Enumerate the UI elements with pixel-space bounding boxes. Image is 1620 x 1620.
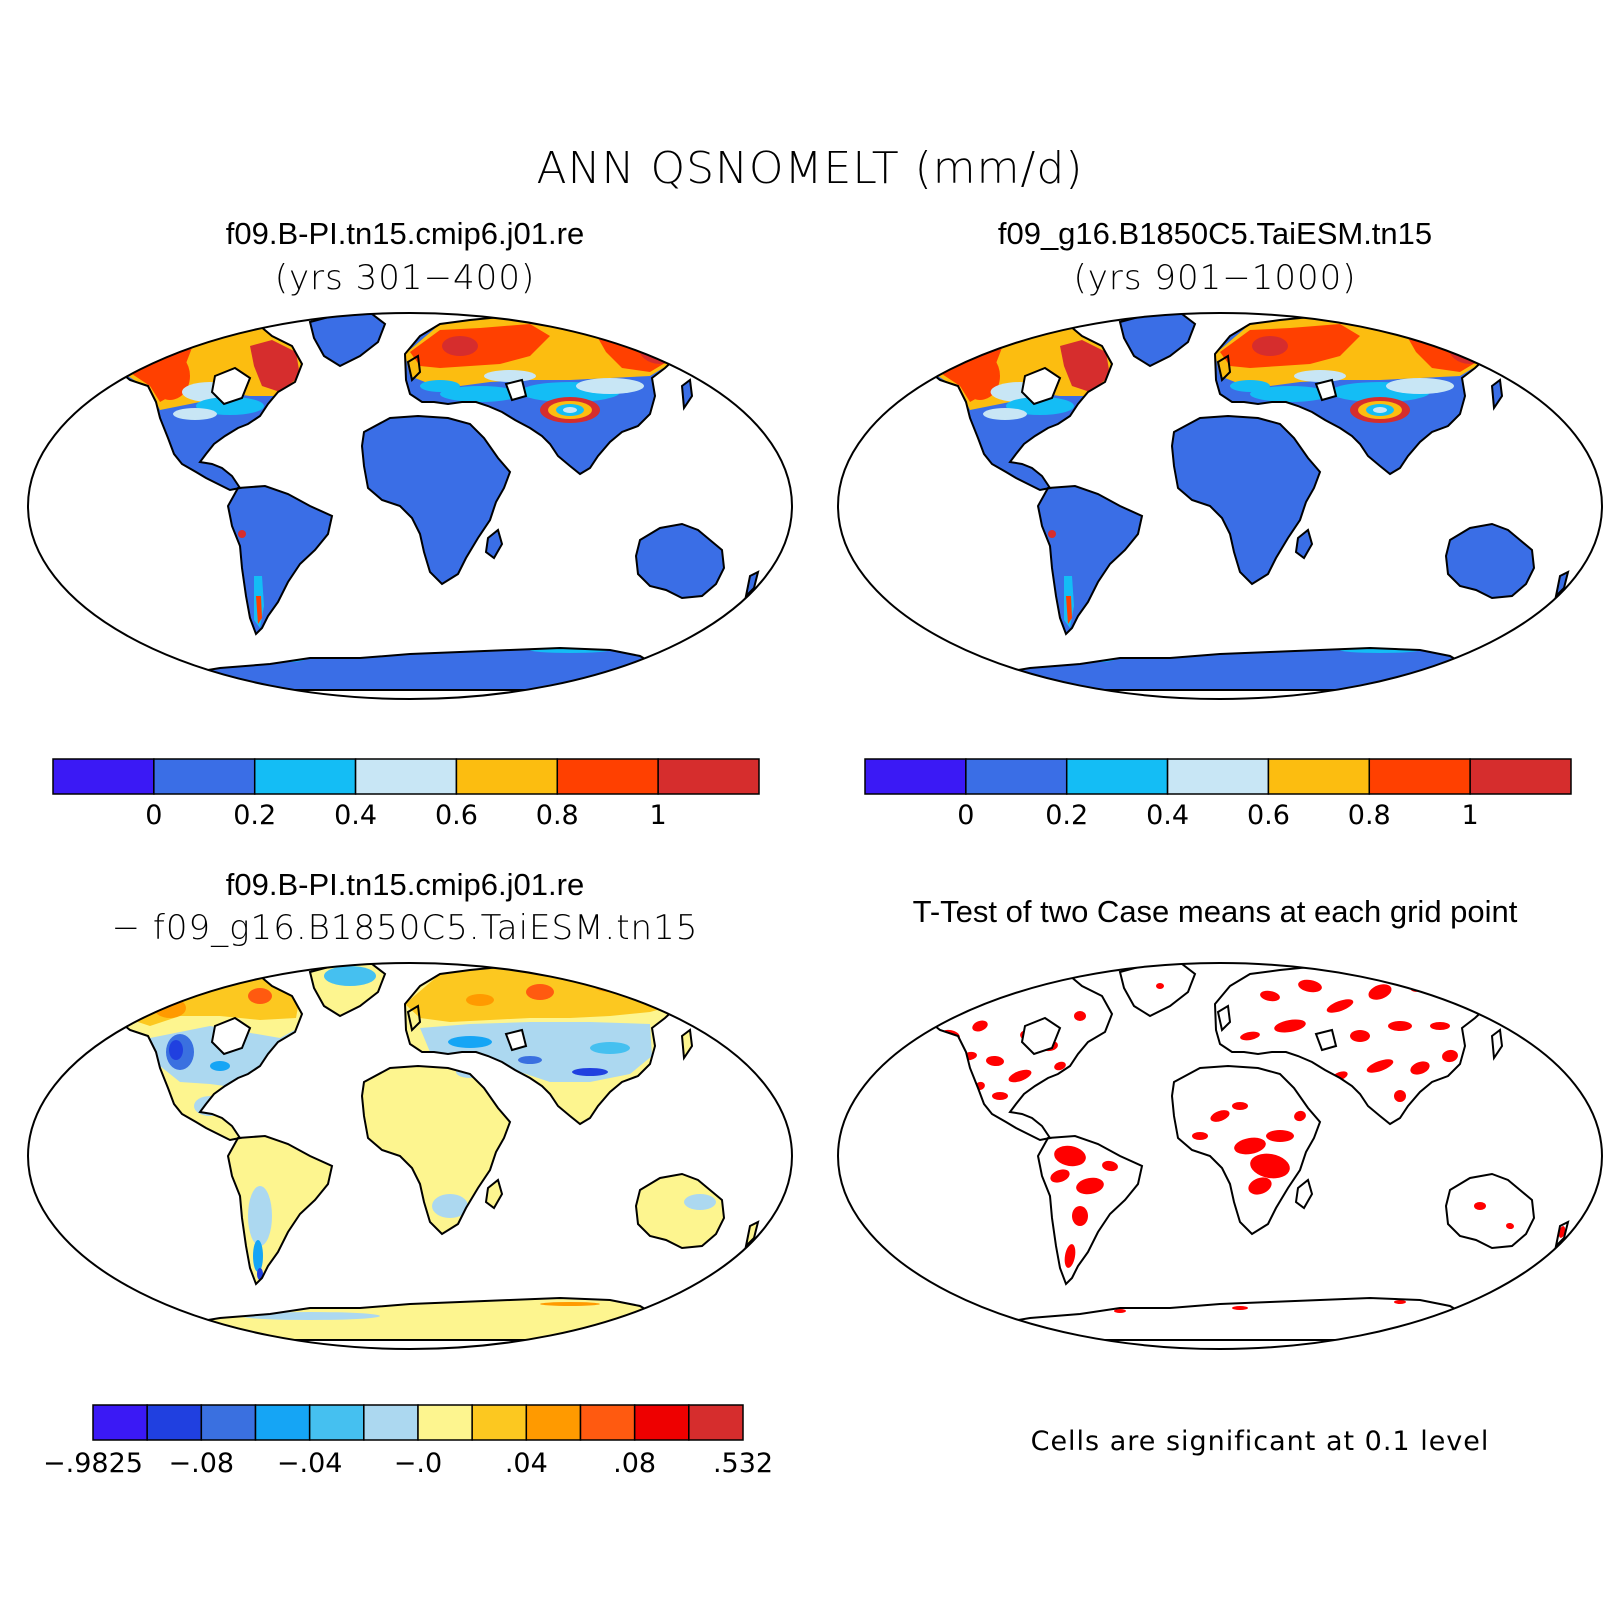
panel-1-colorbar-labels: 0 0.2 0.4 0.6 0.8 1 <box>0 800 810 840</box>
colorbar-box <box>417 1404 473 1441</box>
land-nz <box>746 572 758 596</box>
land-antarctica <box>980 648 1470 690</box>
colorbar-tick-label: 1 <box>649 800 667 831</box>
colorbar-tick-label: −.04 <box>276 1448 343 1479</box>
significance-note: Cells are significant at 0.1 level <box>1030 1426 1490 1457</box>
colorbar-box <box>688 1404 744 1441</box>
land-antarctica <box>170 648 660 690</box>
colorbar-tick-label: .04 <box>504 1448 548 1479</box>
land-japan <box>1492 380 1502 408</box>
panel-2-map <box>837 312 1603 700</box>
land-japan <box>1492 1030 1502 1058</box>
land-africa <box>362 416 510 584</box>
colorbar-tick-label: 0.8 <box>535 800 579 831</box>
colorbar-box <box>1368 758 1471 795</box>
colorbar-box <box>633 1404 690 1441</box>
colorbar-box <box>52 758 155 795</box>
colorbar-box <box>579 1404 636 1441</box>
panel-4-title: T-Test of two Case means at each grid po… <box>912 894 1518 929</box>
colorbar-box <box>1267 758 1371 795</box>
land-africa <box>1172 416 1320 584</box>
colorbar-box <box>354 758 458 795</box>
colorbar-tick-label: 0.8 <box>1347 800 1391 831</box>
colorbar-box <box>308 1404 365 1441</box>
colorbar-box <box>253 758 357 795</box>
land-antarctica <box>980 1298 1470 1340</box>
land-antarctica <box>170 1298 660 1340</box>
land-australia <box>636 1174 724 1248</box>
panel-2-subtitle: (yrs 901−1000) <box>1073 258 1357 298</box>
panel-2-colorbar <box>864 758 1572 795</box>
land-australia <box>1446 524 1534 598</box>
panel-3-colorbar <box>92 1404 744 1441</box>
colorbar-tick-label: 0.4 <box>1146 800 1190 831</box>
colorbar-tick-label: 1 <box>1461 800 1479 831</box>
land-australia <box>636 524 724 598</box>
colorbar-box <box>525 1404 582 1441</box>
panel-1-title: f09.B-PI.tn15.cmip6.j01.re <box>225 216 585 251</box>
colorbar-tick-label: −.08 <box>168 1448 235 1479</box>
colorbar-tick-label: −.9825 <box>43 1448 143 1479</box>
panel-1-subtitle: (yrs 301−400) <box>274 258 536 298</box>
panel-3-subtitle: − f09_g16.B1850C5.TaiESM.tn15 <box>111 908 699 948</box>
panel-2-title: f09_g16.B1850C5.TaiESM.tn15 <box>997 216 1433 251</box>
colorbar-box <box>1166 758 1270 795</box>
land-australia <box>1446 1174 1534 1248</box>
land-japan <box>682 1030 692 1058</box>
colorbar-tick-label: 0.2 <box>1045 800 1089 831</box>
colorbar-box <box>92 1404 148 1441</box>
colorbar-box <box>1065 758 1169 795</box>
colorbar-tick-label: 0.4 <box>334 800 378 831</box>
colorbar-box <box>556 758 659 795</box>
colorbar-tick-label: .08 <box>613 1448 657 1479</box>
colorbar-tick-label: 0.6 <box>434 800 478 831</box>
land-nz <box>1556 572 1568 596</box>
colorbar-tick-label: 0.2 <box>233 800 277 831</box>
colorbar-box <box>153 758 256 795</box>
land-nz <box>746 1222 758 1246</box>
land-africa <box>362 1066 510 1234</box>
colorbar-box <box>363 1404 419 1441</box>
colorbar-box <box>455 758 559 795</box>
panel-4-map <box>837 962 1603 1350</box>
colorbar-box <box>657 758 760 795</box>
panel-2-colorbar-labels: 0 0.2 0.4 0.6 0.8 1 <box>810 800 1620 840</box>
figure-title: ANN QSNOMELT (mm/d) <box>536 143 1084 194</box>
colorbar-box <box>965 758 1068 795</box>
land-greenland <box>1120 314 1195 366</box>
land-northAmerica <box>925 976 1112 1140</box>
panel-3-title: f09.B-PI.tn15.cmip6.j01.re <box>225 867 585 902</box>
colorbar-tick-label: −.0 <box>393 1448 443 1479</box>
colorbar-box <box>146 1404 203 1441</box>
panel-1-colorbar <box>52 758 760 795</box>
colorbar-tick-label: 0 <box>145 800 163 831</box>
colorbar-tick-label: 0 <box>957 800 975 831</box>
colorbar-box <box>200 1404 257 1441</box>
colorbar-box <box>864 758 967 795</box>
panel-3-colorbar-labels: −.9825 −.08 −.04 −.0 .04 .08 .532 <box>0 1448 810 1488</box>
colorbar-box <box>471 1404 528 1441</box>
panel-3-map <box>27 962 793 1350</box>
land-greenland <box>1120 964 1195 1016</box>
colorbar-box <box>1469 758 1572 795</box>
colorbar-tick-label: .532 <box>712 1448 774 1479</box>
land-greenland <box>310 314 385 366</box>
panel-1-map <box>27 312 793 700</box>
colorbar-box <box>254 1404 311 1441</box>
colorbar-tick-label: 0.6 <box>1246 800 1290 831</box>
land-japan <box>682 380 692 408</box>
